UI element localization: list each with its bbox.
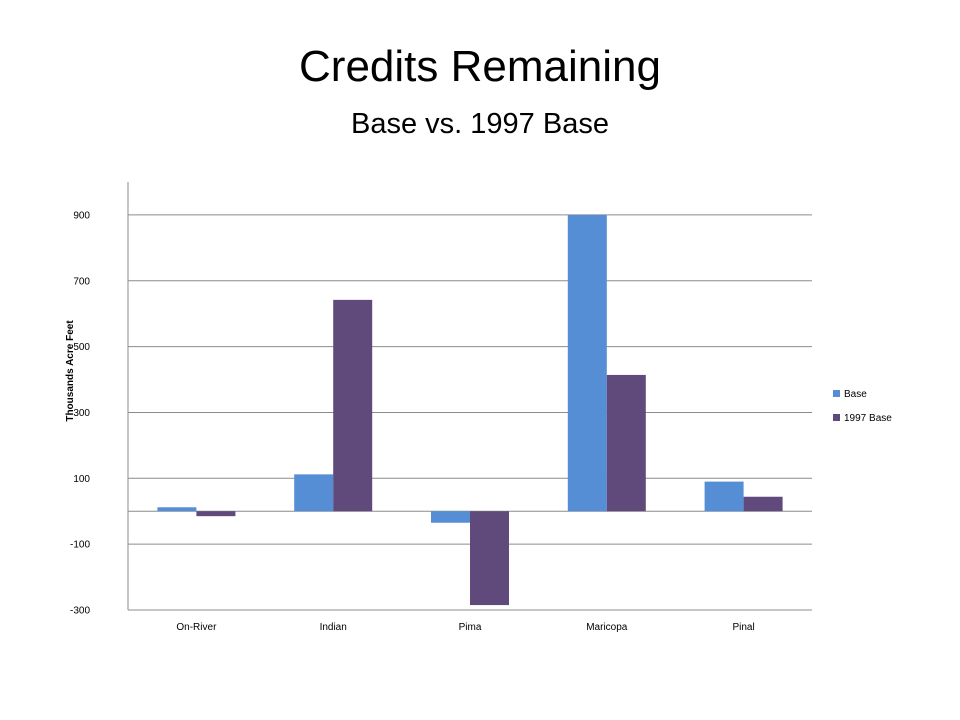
y-tick-label: -100	[70, 540, 90, 551]
legend-label: Base	[844, 389, 867, 400]
x-tick-label: Maricopa	[586, 622, 628, 633]
bar-1997-base	[743, 496, 783, 512]
bar-1997-base	[333, 299, 373, 512]
bar-base	[157, 507, 197, 512]
x-tick-label: Indian	[320, 622, 347, 633]
x-tick-label: Pima	[459, 622, 482, 633]
bar-1997-base	[470, 511, 509, 606]
legend-swatch	[833, 414, 840, 421]
x-tick-label: On-River	[176, 622, 217, 633]
chart-title: Credits Remaining	[299, 42, 661, 91]
y-tick-label: 100	[73, 474, 90, 485]
y-axis-title: Thousands Acre Feet	[65, 320, 76, 422]
y-tick-label: 900	[73, 210, 90, 221]
bar-1997-base	[196, 511, 236, 517]
y-tick-label: 300	[73, 408, 90, 419]
y-tick-label: 500	[73, 342, 90, 353]
legend-label: 1997 Base	[844, 413, 892, 424]
bar-base	[704, 481, 744, 512]
chart-subtitle: Base vs. 1997 Base	[351, 108, 609, 140]
bar-base	[567, 214, 607, 512]
legend-swatch	[833, 390, 840, 397]
bar-base	[431, 511, 470, 523]
y-tick-label: 700	[73, 276, 90, 287]
bar-base	[294, 474, 334, 512]
y-tick-label: -300	[70, 606, 90, 617]
bar-1997-base	[606, 374, 646, 512]
x-tick-label: Pinal	[732, 622, 754, 633]
